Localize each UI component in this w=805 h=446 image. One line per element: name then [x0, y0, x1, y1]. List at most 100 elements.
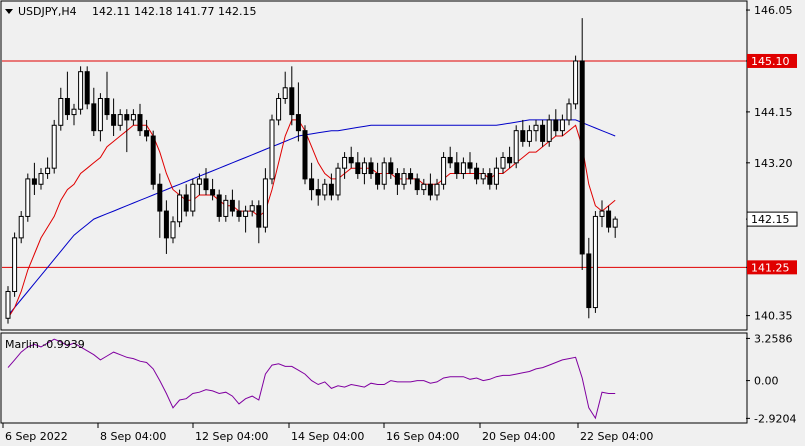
candle: [249, 200, 255, 217]
candle: [183, 184, 189, 217]
ohlc-values: 142.11 142.18 141.77 142.15: [92, 5, 256, 18]
candle: [111, 98, 117, 137]
candle: [117, 109, 123, 131]
candle: [408, 168, 414, 185]
candle: [216, 189, 222, 222]
candle: [25, 173, 31, 222]
price-tick-label: 146.05: [754, 4, 793, 17]
candle: [236, 200, 242, 222]
candle: [203, 168, 209, 195]
candle: [546, 114, 552, 147]
candle: [573, 55, 579, 110]
indicator-tick-label: 0.00: [754, 375, 779, 388]
candle: [210, 178, 216, 201]
candle: [31, 162, 37, 195]
candle: [394, 168, 400, 195]
candle: [474, 162, 480, 185]
candle: [137, 103, 143, 137]
price-badge-bg: [747, 260, 797, 275]
time-tick-label: 8 Sep 04:00: [100, 430, 166, 443]
indicator-label: Marlin -0.9939: [5, 338, 85, 351]
price-axis[interactable]: 146.05 145.10 144.15 143.20 142.15 141.25 140.…: [746, 4, 798, 323]
candle: [375, 162, 381, 190]
candle: [276, 93, 282, 126]
candle: [513, 125, 519, 169]
time-tick-label: 20 Sep 04:00: [482, 430, 555, 443]
candle: [342, 152, 348, 179]
candle: [586, 237, 592, 319]
candle: [243, 205, 249, 233]
candle: [269, 114, 275, 185]
candle: [533, 119, 539, 142]
candle: [447, 146, 453, 169]
candle: [427, 173, 433, 201]
candle: [150, 130, 156, 190]
candles: [5, 18, 618, 324]
time-tick-label: 14 Sep 04:00: [291, 430, 364, 443]
price-panel-frame: [0, 0, 748, 331]
current-price-label: 142.15: [751, 213, 790, 226]
candle: [434, 178, 440, 201]
symbol-menu-triangle-icon[interactable]: [5, 9, 13, 14]
candle: [64, 71, 70, 120]
candle: [262, 168, 268, 233]
candle: [51, 119, 57, 174]
candle: [295, 82, 301, 142]
indicator-tick-label: 3.2586: [754, 332, 793, 345]
candle: [177, 189, 183, 228]
candle: [592, 211, 598, 313]
candle: [58, 87, 64, 131]
candle: [381, 157, 387, 190]
candle: [302, 125, 308, 185]
candle: [460, 157, 466, 179]
candle: [520, 119, 526, 147]
candle: [309, 162, 315, 201]
indicator-tick-label: -2.9204: [754, 412, 796, 425]
candle: [282, 71, 288, 104]
candle: [507, 146, 513, 169]
candle: [566, 98, 572, 126]
candle: [322, 178, 328, 201]
candle: [454, 152, 460, 179]
candle: [289, 66, 295, 126]
price-badge-bg: [747, 53, 797, 68]
price-tick-label: 144.15: [754, 106, 793, 119]
candle: [414, 173, 420, 195]
candle: [12, 232, 18, 297]
candle: [256, 200, 262, 244]
time-tick-label: 22 Sep 04:00: [580, 430, 653, 443]
horizontal-lines[interactable]: [2, 60, 746, 268]
candle: [579, 18, 585, 271]
candle: [91, 87, 97, 137]
candle: [38, 168, 44, 190]
time-axis[interactable]: 6 Sep 2022 8 Sep 04:00 12 Sep 04:00 14 Sep …: [2, 423, 653, 443]
candle: [18, 211, 24, 244]
candle: [190, 178, 196, 217]
candle: [78, 66, 84, 115]
candle: [328, 173, 334, 201]
candle: [467, 152, 473, 174]
ma-fast-line: [7, 119, 616, 319]
time-tick-label: 16 Sep 04:00: [386, 430, 459, 443]
candle: [97, 93, 103, 142]
candle: [388, 157, 394, 179]
candle: [229, 189, 235, 217]
candle: [348, 146, 354, 169]
candle: [196, 173, 202, 195]
candle: [441, 152, 447, 190]
candle: [84, 66, 90, 110]
price-tick-label: 143.20: [754, 157, 793, 170]
candle: [163, 200, 169, 254]
candle: [170, 216, 176, 244]
current-price-badge-bg: [746, 211, 798, 227]
oscillator: [7, 338, 616, 420]
candle: [559, 114, 565, 137]
time-tick-label: 12 Sep 04:00: [195, 430, 268, 443]
time-tick-label: 6 Sep 2022: [5, 430, 68, 443]
candle: [104, 71, 110, 120]
moving-averages: [7, 119, 616, 319]
candle: [124, 109, 130, 153]
candle: [335, 162, 341, 201]
candle: [553, 109, 559, 137]
